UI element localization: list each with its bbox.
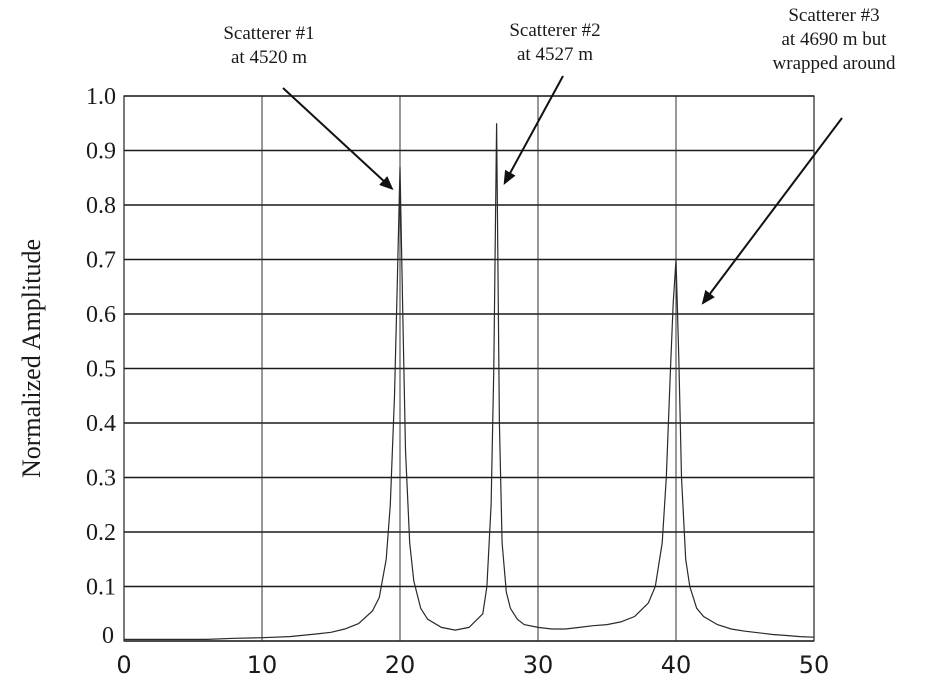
- x-tick-label-1: 10: [247, 651, 278, 679]
- annotation-2-line-2: at 4527 m: [517, 44, 593, 65]
- x-tick-label-3: 30: [523, 651, 554, 679]
- y-tick-label-8: 0.8: [86, 193, 116, 219]
- y-tick-label-0: 0: [102, 623, 114, 649]
- x-tick-labels: 0 10 20 30 40 50: [116, 651, 829, 679]
- y-tick-label-3: 0.3: [86, 466, 116, 492]
- y-axis-label: Normalized Amplitude: [17, 239, 46, 478]
- y-tick-labels: 0 0.1 0.2 0.3 0.4 0.5 0.6 0.7 0.8 0.9 1.0: [86, 84, 116, 649]
- annotation-arrow-1: [282, 87, 394, 191]
- y-tick-label-10: 1.0: [86, 84, 116, 110]
- annotation-3-line-2: at 4690 m but: [781, 29, 887, 50]
- annotation-3-line-3: wrapped around: [773, 53, 896, 74]
- y-tick-label-1: 0.1: [86, 575, 116, 601]
- plot-frame: [123, 95, 815, 642]
- y-tick-label-5: 0.5: [86, 357, 116, 383]
- series-line-0: [124, 123, 815, 640]
- y-tick-label-9: 0.9: [86, 139, 116, 165]
- series-layer: [124, 123, 815, 640]
- annotation-arrow-2: [503, 75, 564, 185]
- y-tick-label-7: 0.7: [86, 248, 116, 274]
- x-tick-label-0: 0: [116, 651, 131, 679]
- annotation-1-line-1: Scatterer #1: [223, 23, 314, 44]
- x-tick-label-4: 40: [661, 651, 692, 679]
- y-tick-label-4: 0.4: [86, 411, 116, 437]
- x-tick-label-2: 20: [385, 651, 416, 679]
- annotation-3-line-1: Scatterer #3: [788, 5, 879, 26]
- annotation-2-line-1: Scatterer #2: [509, 20, 600, 41]
- y-tick-label-2: 0.2: [86, 520, 116, 546]
- x-tick-label-5: 50: [799, 651, 830, 679]
- annotations: Scatterer #1 at 4520 m Scatterer #2 at 4527…: [223, 5, 896, 305]
- annotation-arrow-3: [701, 117, 843, 305]
- y-tick-label-6: 0.6: [86, 302, 116, 328]
- annotation-1-line-2: at 4520 m: [231, 47, 307, 68]
